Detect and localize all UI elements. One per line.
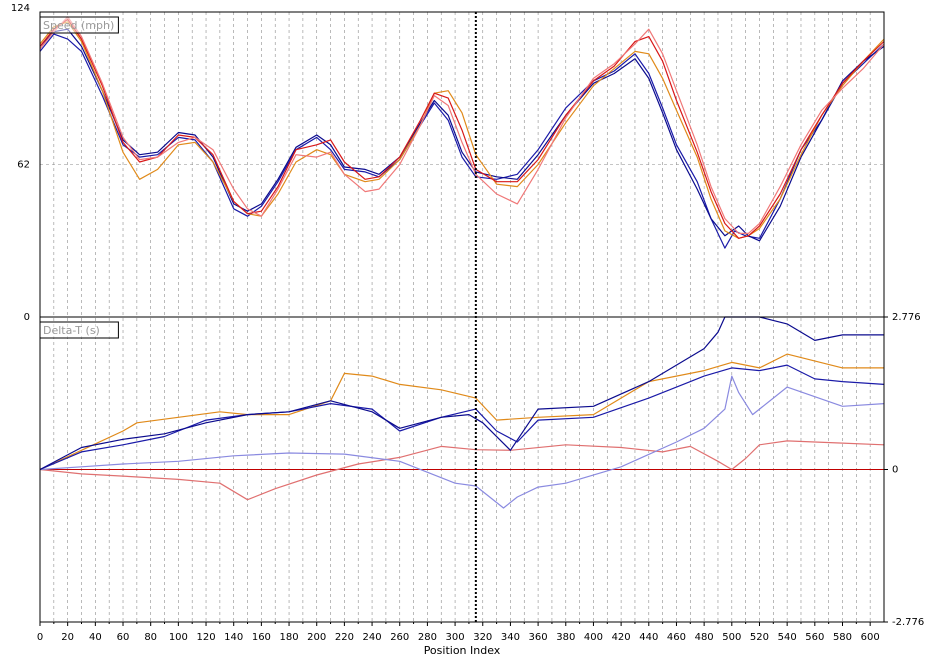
x-tick-label: 240 xyxy=(363,632,382,643)
speed-series-line-1 xyxy=(39,28,885,242)
axes-layer xyxy=(39,11,888,626)
y-tick-label-right-delta: -2.776 xyxy=(892,617,924,628)
x-tick-label: 180 xyxy=(280,632,299,643)
x-tick-label: 480 xyxy=(695,632,714,643)
delta-series-line-2 xyxy=(39,375,885,509)
x-tick-label: 260 xyxy=(390,632,409,643)
x-tick-label: 560 xyxy=(805,632,824,643)
x-tick-label: 60 xyxy=(117,632,130,643)
y-tick-label-speed: 0 xyxy=(24,312,30,323)
x-tick-label: 340 xyxy=(501,632,520,643)
x-tick-label: 520 xyxy=(750,632,769,643)
y-tick-label-right-delta: 2.776 xyxy=(892,312,921,323)
x-tick-label: 540 xyxy=(778,632,797,643)
delta-series-line-1 xyxy=(39,440,885,501)
x-tick-label: 360 xyxy=(529,632,548,643)
series-layer xyxy=(39,16,885,509)
x-tick-label: 420 xyxy=(612,632,631,643)
x-tick-label: 20 xyxy=(61,632,74,643)
x-tick-label: 280 xyxy=(418,632,437,643)
delta-panel-title: Delta-T (s) xyxy=(43,324,100,337)
x-tick-label: 100 xyxy=(169,632,188,643)
speed-series-line-3 xyxy=(39,18,885,239)
x-tick-label: 40 xyxy=(89,632,102,643)
x-tick-label: 200 xyxy=(307,632,326,643)
delta-title-box xyxy=(39,321,119,339)
x-tick-label: 320 xyxy=(473,632,492,643)
x-tick-label: 120 xyxy=(196,632,215,643)
speed-panel-title: Speed (mph) xyxy=(43,19,114,32)
x-tick-label: 80 xyxy=(144,632,157,643)
x-tick-label: 580 xyxy=(833,632,852,643)
x-tick-label: 140 xyxy=(224,632,243,643)
x-tick-label: 0 xyxy=(37,632,43,643)
x-tick-label: 300 xyxy=(446,632,465,643)
x-tick-label: 440 xyxy=(639,632,658,643)
x-tick-label: 500 xyxy=(722,632,741,643)
x-axis-title: Position Index xyxy=(424,644,501,656)
y-tick-label-right-delta: 0 xyxy=(892,465,898,476)
delta-series-line-4 xyxy=(39,364,885,471)
labels-layer: Speed (mph) 124 62 0 Delta-T (s) 2.776 0 -2.776… xyxy=(11,3,924,643)
x-tick-label: 600 xyxy=(861,632,880,643)
delta-series-line-3 xyxy=(39,353,884,471)
x-tick-label: 380 xyxy=(556,632,575,643)
x-tick-label: 460 xyxy=(667,632,686,643)
y-tick-label-speed: 62 xyxy=(17,160,30,171)
speed-series-line-0 xyxy=(39,33,885,249)
x-tick-label: 160 xyxy=(252,632,271,643)
speed-series-line-4 xyxy=(39,16,885,234)
y-tick-label-speed: 124 xyxy=(11,3,30,14)
x-tick-label: 220 xyxy=(335,632,354,643)
speed-title-box xyxy=(39,16,119,34)
x-tick-label: 400 xyxy=(584,632,603,643)
